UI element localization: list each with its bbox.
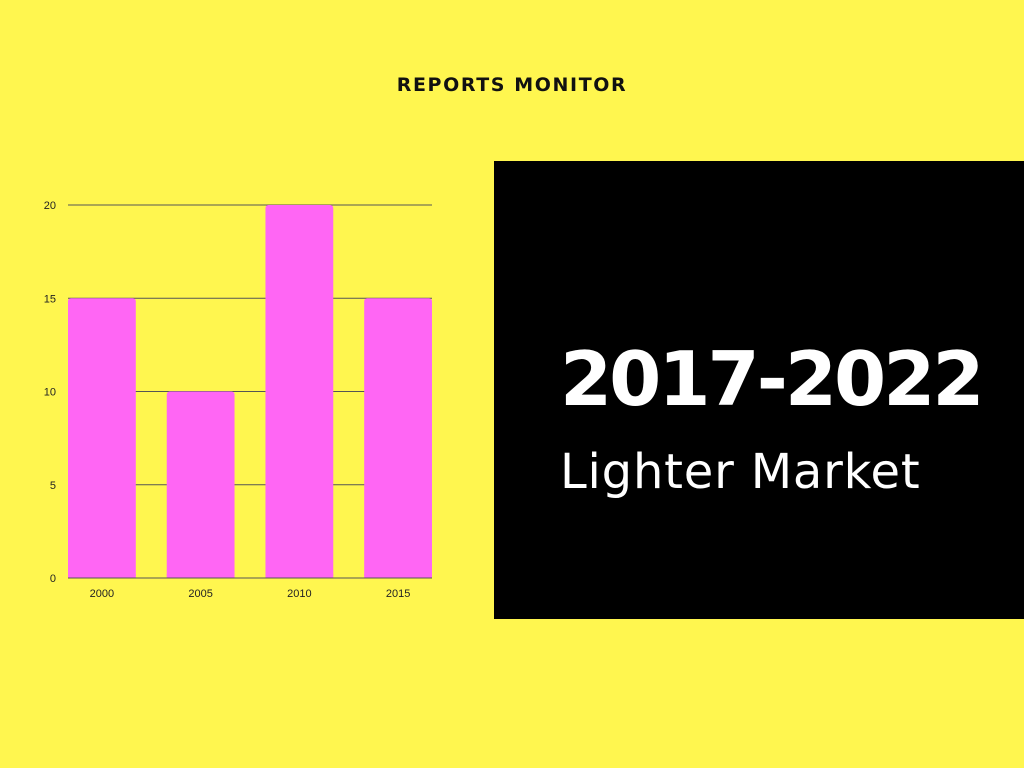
bar-base xyxy=(68,574,136,578)
bar xyxy=(364,298,432,578)
bar xyxy=(265,205,334,578)
y-tick-label: 20 xyxy=(44,200,56,212)
y-tick-label: 15 xyxy=(44,293,56,305)
brand-title: REPORTS MONITOR xyxy=(396,74,628,96)
bar-base xyxy=(265,574,334,578)
x-tick-label: 2015 xyxy=(386,588,410,600)
bar xyxy=(68,298,136,578)
x-tick-label: 2010 xyxy=(287,588,311,600)
bar-chart: 0 5 10 15 20 2000 2005 2010 2015 xyxy=(30,185,450,615)
market-subtitle: Lighter Market xyxy=(560,444,921,500)
y-tick-label: 5 xyxy=(50,480,56,492)
title-panel: 2017-2022 Lighter Market xyxy=(494,161,1024,619)
bar xyxy=(166,391,235,578)
years-heading: 2017-2022 xyxy=(560,335,985,423)
x-tick-label: 2005 xyxy=(188,588,212,600)
y-tick-label: 10 xyxy=(44,387,56,399)
y-tick-label: 0 xyxy=(50,573,56,585)
x-tick-label: 2000 xyxy=(90,588,114,600)
bar-base xyxy=(364,574,432,578)
bar-base xyxy=(166,574,235,578)
bar-chart-svg: 0 5 10 15 20 2000 2005 2010 2015 xyxy=(44,200,432,600)
